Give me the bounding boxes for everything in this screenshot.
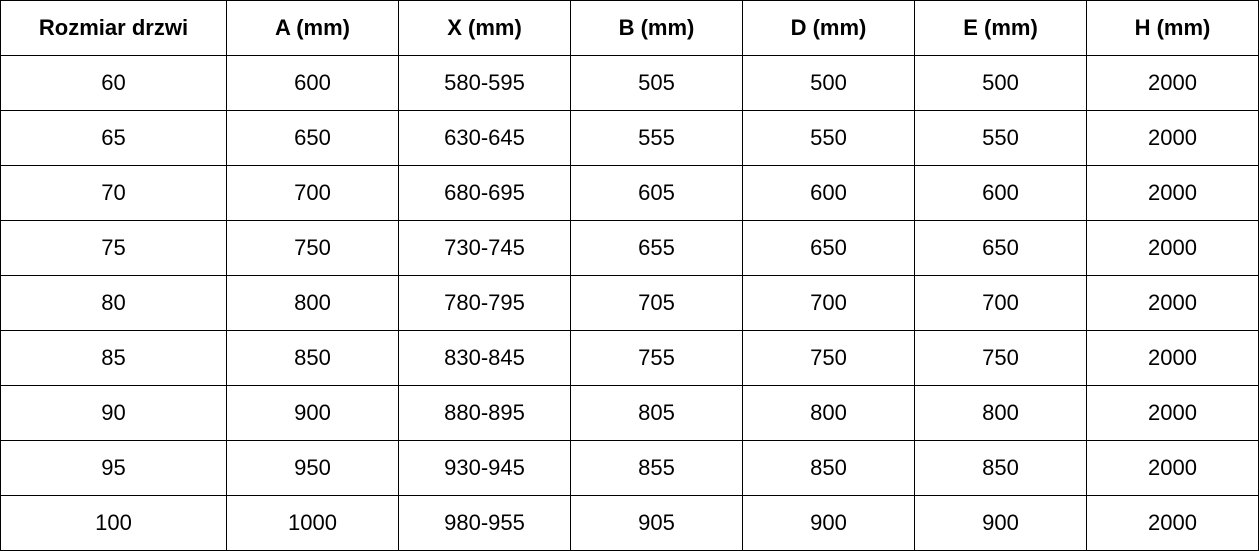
table-cell: 75 [0,220,227,276]
table-cell: 700 [226,165,399,221]
table-row: 70 700 680-695 605 600 600 2000 [0,165,1259,221]
table-cell: 750 [226,220,399,276]
column-header: X (mm) [398,0,571,56]
table-row: 90 900 880-895 805 800 800 2000 [0,385,1259,441]
table-row: 85 850 830-845 755 750 750 2000 [0,330,1259,386]
table-cell: 830-845 [398,330,571,386]
table-cell: 855 [570,440,743,496]
table-cell: 2000 [1086,110,1259,166]
table-cell: 550 [914,110,1087,166]
table-cell: 600 [226,55,399,111]
table-cell: 2000 [1086,495,1259,551]
table-cell: 505 [570,55,743,111]
table-cell: 900 [742,495,915,551]
table-cell: 2000 [1086,220,1259,276]
table-cell: 600 [742,165,915,221]
table-cell: 750 [742,330,915,386]
table-cell: 605 [570,165,743,221]
table-cell: 805 [570,385,743,441]
table-cell: 600 [914,165,1087,221]
table-cell: 555 [570,110,743,166]
table-cell: 780-795 [398,275,571,331]
table-cell: 905 [570,495,743,551]
column-header: E (mm) [914,0,1087,56]
table-cell: 650 [742,220,915,276]
table-cell: 880-895 [398,385,571,441]
table-cell: 800 [226,275,399,331]
table-cell: 850 [226,330,399,386]
table-cell: 2000 [1086,275,1259,331]
table-cell: 1000 [226,495,399,551]
table-cell: 850 [914,440,1087,496]
table-cell: 755 [570,330,743,386]
header-row: Rozmiar drzwi A (mm) X (mm) B (mm) D (mm) E (… [0,0,1259,56]
table-cell: 655 [570,220,743,276]
table-cell: 580-595 [398,55,571,111]
column-header: D (mm) [742,0,915,56]
table-cell: 2000 [1086,165,1259,221]
table-cell: 750 [914,330,1087,386]
table-cell: 95 [0,440,227,496]
table-cell: 70 [0,165,227,221]
column-header: H (mm) [1086,0,1259,56]
table-row: 95 950 930-945 855 850 850 2000 [0,440,1259,496]
table-cell: 800 [742,385,915,441]
table-cell: 2000 [1086,55,1259,111]
table-cell: 700 [742,275,915,331]
table-cell: 500 [914,55,1087,111]
table-cell: 980-955 [398,495,571,551]
table-row: 100 1000 980-955 905 900 900 2000 [0,495,1259,551]
table-row: 75 750 730-745 655 650 650 2000 [0,220,1259,276]
table-cell: 900 [226,385,399,441]
column-header: B (mm) [570,0,743,56]
table-cell: 705 [570,275,743,331]
column-header: A (mm) [226,0,399,56]
table-row: 80 800 780-795 705 700 700 2000 [0,275,1259,331]
table-cell: 2000 [1086,385,1259,441]
table-cell: 100 [0,495,227,551]
table-cell: 650 [914,220,1087,276]
table-cell: 650 [226,110,399,166]
table-cell: 900 [914,495,1087,551]
table-cell: 730-745 [398,220,571,276]
table-cell: 60 [0,55,227,111]
table-cell: 65 [0,110,227,166]
table-cell: 680-695 [398,165,571,221]
table-cell: 90 [0,385,227,441]
table-cell: 700 [914,275,1087,331]
table-row: 60 600 580-595 505 500 500 2000 [0,55,1259,111]
table-cell: 550 [742,110,915,166]
table-cell: 800 [914,385,1087,441]
table-cell: 500 [742,55,915,111]
table-cell: 2000 [1086,440,1259,496]
table-cell: 930-945 [398,440,571,496]
table-cell: 630-645 [398,110,571,166]
table-cell: 850 [742,440,915,496]
table-cell: 2000 [1086,330,1259,386]
table-row: 65 650 630-645 555 550 550 2000 [0,110,1259,166]
table-cell: 80 [0,275,227,331]
table-cell: 85 [0,330,227,386]
table-cell: 950 [226,440,399,496]
column-header: Rozmiar drzwi [0,0,227,56]
